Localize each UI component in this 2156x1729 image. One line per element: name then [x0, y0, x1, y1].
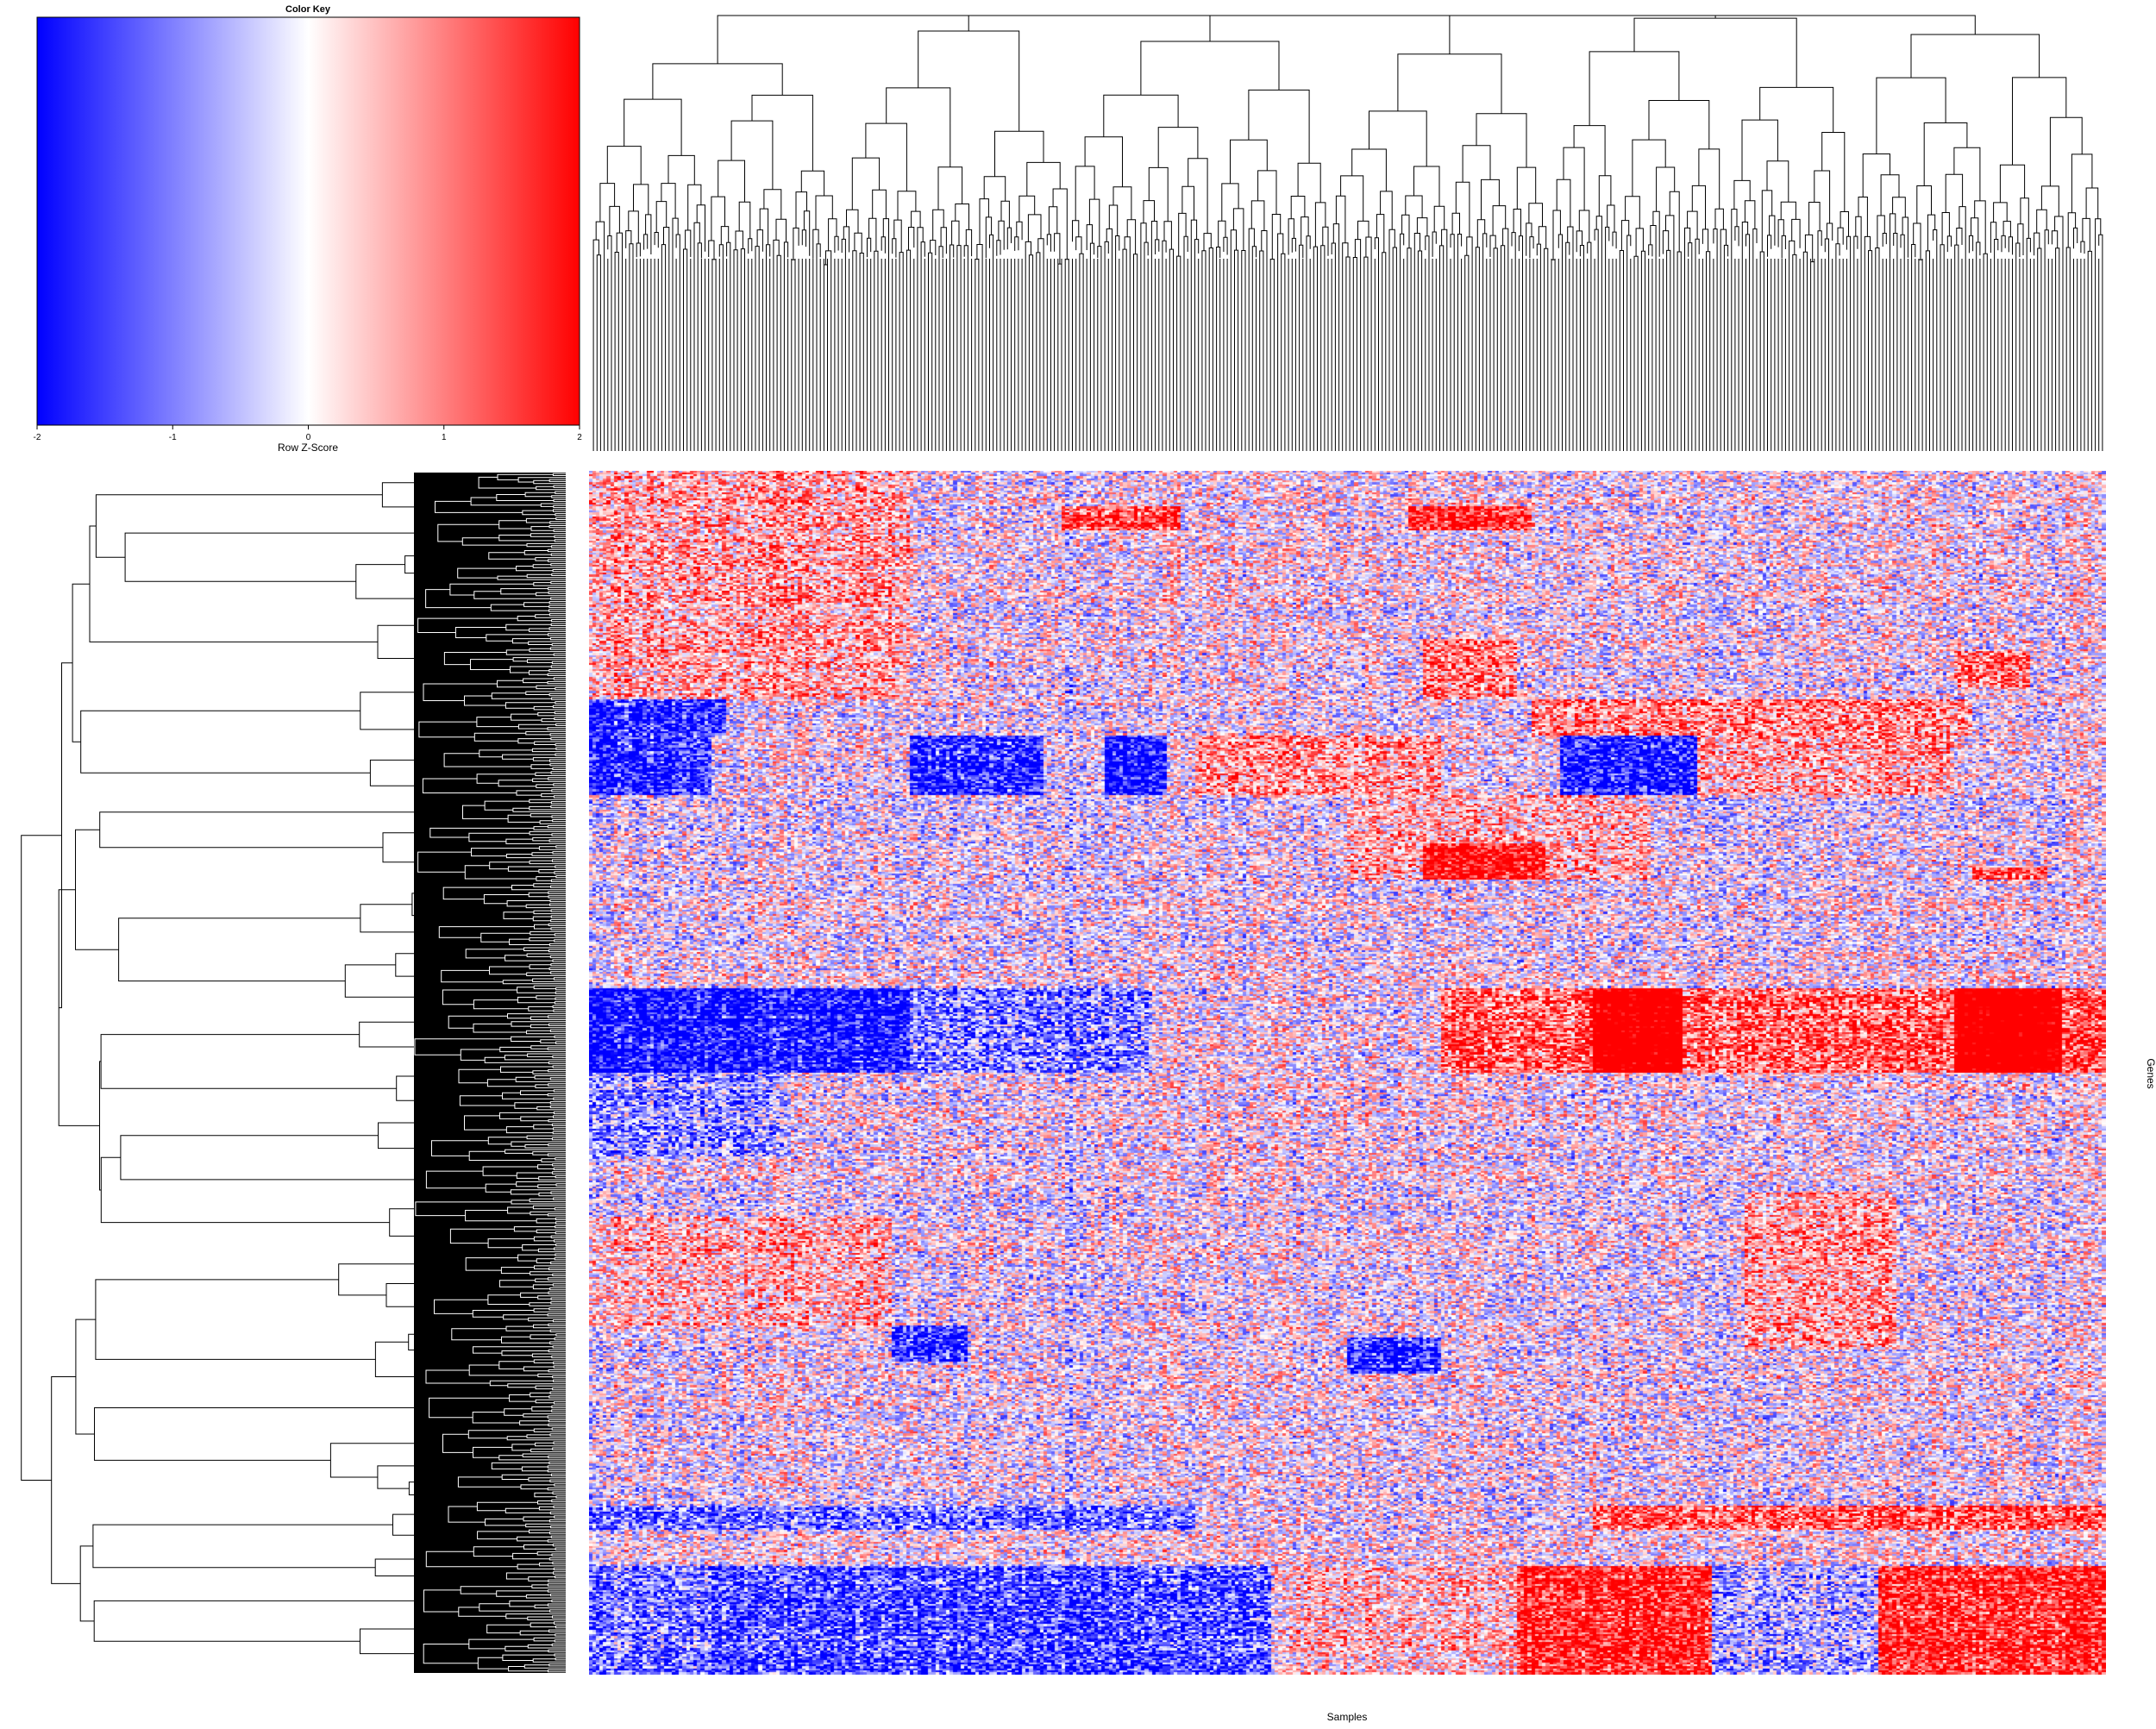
row-dendrogram-leaf-area: [414, 473, 566, 1673]
color-key-tick-label: -1: [169, 433, 177, 442]
color-key-tick-label: 1: [442, 433, 447, 442]
color-key: Color Key -2 -1 0 1 2 Row Z-Score: [34, 4, 583, 454]
color-key-gradient: [36, 16, 580, 426]
color-key-title: Color Key: [285, 4, 331, 15]
color-key-tick-label: 0: [306, 433, 311, 442]
row-dendrogram-branches: [21, 482, 535, 1655]
color-key-tick-label: 2: [577, 433, 582, 442]
column-dendrogram-branches: [592, 15, 2103, 451]
y-axis-label: Genes: [2145, 1058, 2156, 1088]
heatmap-cells: [589, 471, 2106, 1675]
column-dendrogram: [592, 15, 2103, 451]
color-key-ticks: -2 -1 0 1 2: [34, 425, 582, 442]
row-dendrogram-fine-branches: [414, 473, 566, 1673]
row-dendrogram: [21, 473, 566, 1673]
color-key-tick-label: -2: [34, 433, 41, 442]
heatmap-body: [589, 471, 2106, 1675]
x-axis-label: Samples: [1327, 1711, 1368, 1723]
color-key-label: Row Z-Score: [278, 442, 338, 454]
